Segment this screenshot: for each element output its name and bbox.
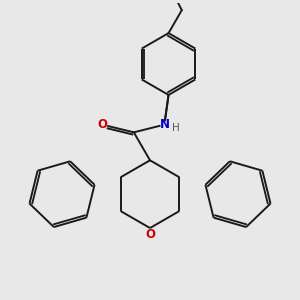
Text: O: O [145, 228, 155, 241]
Text: N: N [160, 118, 170, 131]
Text: O: O [97, 118, 107, 131]
Text: H: H [172, 123, 180, 133]
